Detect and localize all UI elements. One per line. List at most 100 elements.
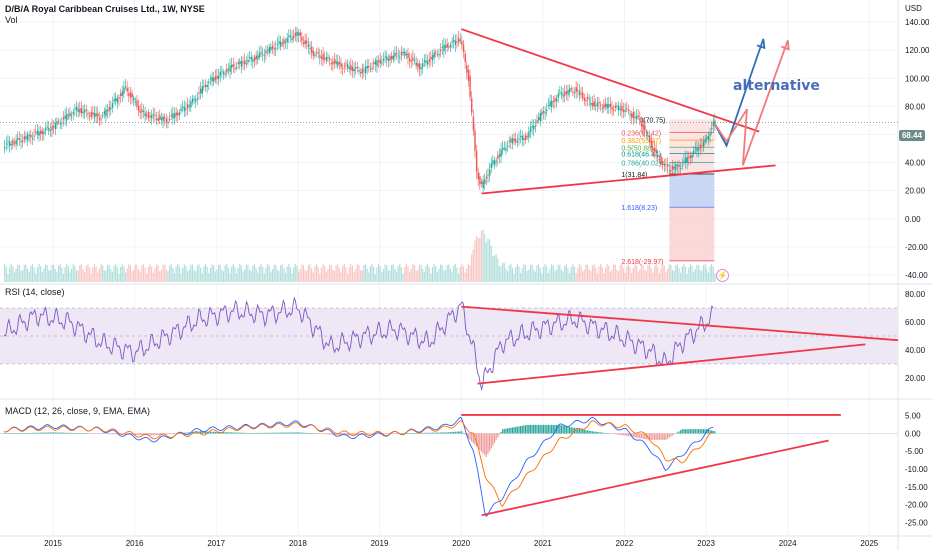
volume-bar — [49, 270, 51, 282]
macd-histogram-bar — [172, 433, 174, 434]
candle-body — [693, 150, 695, 154]
volume-bar — [128, 264, 130, 282]
candle-body — [464, 53, 466, 62]
volume-bar — [51, 264, 53, 282]
rsi-pane-label: RSI (14, close) — [5, 287, 65, 297]
volume-bar — [554, 271, 556, 282]
volume-bar — [485, 242, 487, 282]
macd-histogram-bar — [475, 433, 478, 447]
candle-body — [621, 105, 623, 112]
macd-histogram-bar — [139, 433, 141, 436]
macd-histogram-bar — [562, 425, 564, 434]
volume-bar — [224, 265, 226, 282]
volume-bar — [431, 267, 434, 282]
candle-body — [10, 144, 13, 146]
volume-bar — [93, 264, 96, 282]
volume-bar — [293, 267, 295, 282]
candle-body — [449, 44, 452, 48]
candle-body — [134, 101, 137, 103]
macd-histogram-bar — [154, 433, 156, 436]
macd-histogram-bar — [258, 432, 260, 434]
candle-body — [647, 135, 649, 137]
candle-body — [596, 102, 599, 106]
lightning-icon[interactable]: ⚡ — [716, 269, 729, 282]
volume-bar — [44, 264, 47, 282]
candle-body — [213, 78, 215, 82]
macd-histogram-bar — [480, 433, 483, 452]
candle-body — [133, 97, 135, 101]
volume-bar — [154, 268, 156, 282]
volume-bar — [206, 266, 208, 282]
volume-bar — [62, 273, 65, 282]
volume-bar — [286, 266, 288, 282]
candle-body — [102, 115, 104, 117]
macd-histogram-bar — [477, 433, 479, 449]
volume-bar — [467, 264, 469, 282]
candle-body — [680, 168, 682, 170]
volume-bar — [696, 264, 698, 282]
volume-bar — [137, 269, 140, 282]
candle-body — [541, 111, 543, 115]
macd-histogram-bar — [539, 424, 541, 434]
candle-body — [382, 59, 385, 62]
macd-histogram-bar — [639, 433, 641, 439]
candle-body — [191, 98, 194, 103]
candle-body — [502, 147, 504, 151]
price-tick-label: -40.00 — [905, 271, 928, 280]
candle-body — [471, 98, 473, 113]
volume-bar — [539, 267, 541, 282]
macd-histogram-bar — [124, 433, 127, 435]
candle-body — [511, 138, 514, 144]
macd-histogram-bar — [244, 432, 246, 434]
macd-histogram-bar — [38, 432, 40, 434]
volume-bar — [82, 269, 84, 282]
volume-bar — [668, 264, 670, 282]
candle-body — [244, 60, 246, 65]
macd-histogram-bar — [415, 433, 417, 434]
macd-histogram-bar — [103, 433, 105, 434]
volume-bar — [480, 230, 483, 282]
candle-body — [92, 112, 94, 115]
macd-histogram-bar — [327, 433, 329, 435]
volume-bar — [456, 267, 458, 282]
candle-body — [391, 55, 393, 59]
volume-bar — [541, 273, 543, 282]
volume-bar — [673, 270, 675, 282]
candle-body — [635, 115, 638, 120]
candle-body — [627, 109, 630, 111]
candle-body — [408, 58, 411, 62]
macd-histogram-bar — [484, 433, 486, 456]
macd-histogram-bar — [487, 433, 489, 455]
candle-body — [604, 103, 607, 107]
macd-histogram-bar — [552, 424, 554, 434]
macd-histogram-bar — [325, 433, 327, 435]
volume-bar — [255, 268, 257, 282]
volume-bar — [155, 264, 158, 282]
volume-bar — [43, 268, 45, 282]
volume-bar — [252, 265, 254, 282]
macd-histogram-bar — [684, 429, 687, 434]
macd-histogram-bar — [203, 431, 205, 434]
candle-body — [490, 163, 493, 169]
candle-body — [585, 99, 587, 101]
volume-bar — [177, 264, 179, 282]
volume-bar — [182, 268, 184, 282]
price-tick-label: 0.00 — [905, 215, 921, 224]
macd-histogram-bar — [444, 432, 447, 434]
volume-bar — [534, 271, 536, 282]
volume-bar — [662, 264, 664, 282]
fib-level-label: 0.236(61.42) — [621, 130, 661, 137]
candle-body — [242, 62, 244, 64]
candle-body — [57, 121, 60, 123]
macd-histogram-bar — [77, 433, 79, 434]
fib-level-label: 0.618(46.44) — [621, 152, 661, 159]
macd-histogram-bar — [201, 431, 203, 434]
volume-bar — [38, 264, 40, 282]
macd-histogram-bar — [195, 431, 197, 434]
candle-body — [332, 61, 334, 65]
volume-bar — [12, 265, 14, 282]
price-tick-label: 100.00 — [905, 74, 930, 83]
volume-bar — [598, 266, 600, 282]
volume-bar — [291, 273, 293, 282]
